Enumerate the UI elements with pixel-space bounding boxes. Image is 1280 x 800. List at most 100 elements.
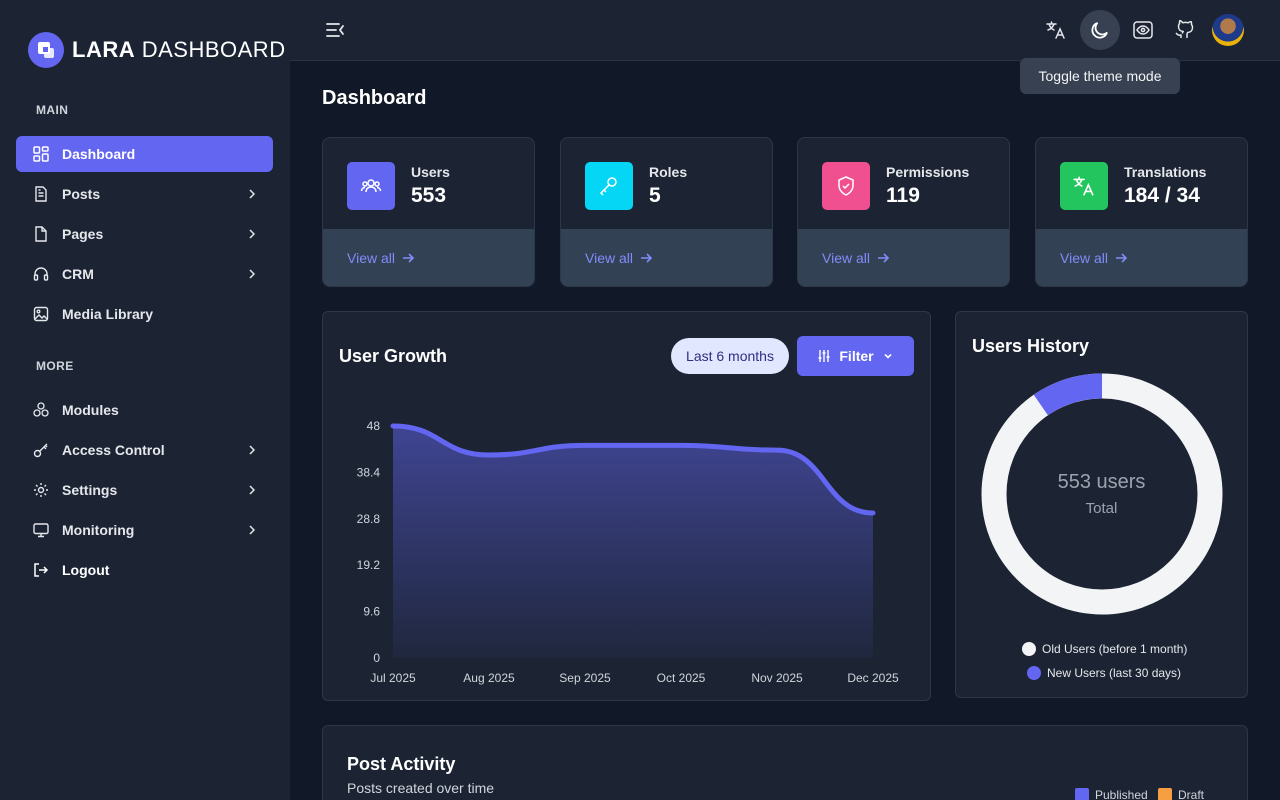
- sidebar-item-dashboard[interactable]: Dashboard: [16, 136, 273, 172]
- sliders-icon: [818, 350, 830, 362]
- page-title: Dashboard: [322, 87, 427, 109]
- view-all-label: View all: [585, 249, 633, 266]
- stat-value: 119: [886, 184, 920, 207]
- stat-label: Permissions: [886, 164, 970, 180]
- view-all-label: View all: [347, 249, 395, 266]
- filter-label: Filter: [839, 348, 874, 364]
- chevron-right-icon: [249, 229, 256, 239]
- section-label-main: MAIN: [36, 103, 69, 117]
- translate-icon: [1060, 162, 1108, 210]
- image-icon: [32, 305, 50, 323]
- sidebar: LARA DASHBOARD MAIN Dashboard Posts Page…: [0, 0, 290, 800]
- sidebar-item-posts[interactable]: Posts: [16, 176, 273, 212]
- stat-card-roles: Roles 5 View all: [560, 137, 773, 287]
- logo-icon: [28, 32, 64, 68]
- key-icon: [32, 441, 50, 459]
- sidebar-item-label: Modules: [62, 402, 119, 418]
- arrow-right-icon: [1116, 252, 1128, 263]
- users-history-panel: Users History 553 users Total Old Users …: [955, 311, 1248, 698]
- sidebar-item-label: Settings: [62, 482, 118, 498]
- sidebar-item-pages[interactable]: Pages: [16, 216, 273, 252]
- donut-slice-old-users[interactable]: [981, 373, 1223, 615]
- y-tick-label: 28.8: [357, 512, 381, 526]
- translate-icon: [1046, 21, 1065, 39]
- sidebar-item-modules[interactable]: Modules: [16, 392, 273, 428]
- sidebar-item-label: Monitoring: [62, 522, 135, 538]
- view-all-permissions-link[interactable]: View all: [798, 229, 1009, 286]
- x-tick-label: Jul 2025: [370, 671, 416, 685]
- translate-button[interactable]: [1036, 10, 1076, 50]
- stat-card-users: Users 553 View all: [322, 137, 535, 287]
- avatar[interactable]: [1212, 14, 1244, 46]
- filter-button[interactable]: Filter: [797, 336, 914, 376]
- donut-center-value: 553 users: [1057, 471, 1146, 493]
- user-growth-panel: User Growth Last 6 months Filter 48 38.4 2…: [322, 311, 931, 701]
- legend-published[interactable]: Published: [1075, 788, 1148, 800]
- sidebar-item-label: Access Control: [62, 442, 165, 458]
- series-line: [390, 423, 876, 516]
- stat-value: 184 / 34: [1124, 184, 1200, 207]
- chevron-down-icon: [884, 353, 892, 359]
- y-tick-label: 19.2: [357, 558, 381, 572]
- gear-icon: [32, 481, 50, 499]
- page-icon: [32, 225, 50, 243]
- chevron-right-icon: [249, 525, 256, 535]
- legend-old-users[interactable]: Old Users (before 1 month): [1022, 642, 1187, 656]
- donut-center-label: Total: [1085, 500, 1118, 517]
- sidebar-item-monitoring[interactable]: Monitoring: [16, 512, 273, 548]
- legend-label: New Users (last 30 days): [1047, 666, 1182, 680]
- stat-label: Translations: [1124, 164, 1207, 180]
- sidebar-item-label: CRM: [62, 266, 94, 282]
- key-icon: [585, 162, 633, 210]
- user-growth-chart: 48 38.4 28.8 19.2 9.6 0 Jul 2025 Aug 2025 Sep 20…: [357, 419, 899, 685]
- sidebar-item-label: Media Library: [62, 306, 154, 322]
- user-growth-title: User Growth: [339, 346, 448, 366]
- arrow-right-icon: [403, 252, 415, 263]
- eye-frame-icon: [1133, 21, 1153, 39]
- legend-new-users[interactable]: New Users (last 30 days): [1027, 666, 1181, 680]
- toggle-theme-button[interactable]: [1080, 10, 1120, 50]
- area-fill: [393, 426, 873, 658]
- top-header: [290, 0, 1280, 61]
- sidebar-item-crm[interactable]: CRM: [16, 256, 273, 292]
- legend-label: Old Users (before 1 month): [1042, 642, 1188, 656]
- view-all-translations-link[interactable]: View all: [1036, 229, 1247, 286]
- sidebar-item-settings[interactable]: Settings: [16, 472, 273, 508]
- sidebar-item-media-library[interactable]: Media Library: [16, 296, 273, 332]
- view-all-label: View all: [822, 249, 870, 266]
- range-selector[interactable]: Last 6 months: [671, 338, 789, 374]
- app-logo[interactable]: LARA DASHBOARD: [28, 32, 286, 68]
- sidebar-item-access-control[interactable]: Access Control: [16, 432, 273, 468]
- users-history-donut: [981, 373, 1223, 615]
- view-all-users-link[interactable]: View all: [323, 229, 534, 286]
- stat-label: Roles: [649, 164, 688, 180]
- preview-button[interactable]: [1123, 10, 1163, 50]
- stat-card-translations: Translations 184 / 34 View all: [1035, 137, 1248, 287]
- github-button[interactable]: [1164, 10, 1204, 50]
- stat-card-permissions: Permissions 119 View all: [797, 137, 1010, 287]
- collapse-sidebar-icon[interactable]: [324, 19, 346, 41]
- x-tick-label: Aug 2025: [463, 671, 515, 685]
- logout-icon: [32, 561, 50, 579]
- logo-text: LARA DASHBOARD: [72, 37, 286, 62]
- legend-dot: [1022, 642, 1036, 656]
- section-label-more: MORE: [36, 359, 74, 373]
- legend-draft[interactable]: Draft: [1158, 788, 1204, 800]
- view-all-roles-link[interactable]: View all: [561, 229, 772, 286]
- legend-dot: [1027, 666, 1041, 680]
- post-activity-panel: Post Activity Posts created over time Pu…: [322, 725, 1248, 800]
- shield-check-icon: [822, 162, 870, 210]
- chevron-right-icon: [249, 445, 256, 455]
- post-activity-title: Post Activity: [347, 754, 456, 774]
- y-tick-label: 38.4: [357, 465, 381, 479]
- y-tick-label: 48: [367, 419, 381, 433]
- view-all-label: View all: [1060, 249, 1108, 266]
- headphones-icon: [32, 265, 50, 283]
- stat-value: 553: [411, 184, 447, 207]
- chevron-right-icon: [249, 189, 256, 199]
- legend-swatch: [1075, 788, 1089, 800]
- sidebar-item-logout[interactable]: Logout: [16, 552, 273, 588]
- arrow-right-icon: [641, 252, 653, 263]
- sidebar-item-label: Posts: [62, 186, 101, 202]
- legend-label: Draft: [1178, 788, 1205, 800]
